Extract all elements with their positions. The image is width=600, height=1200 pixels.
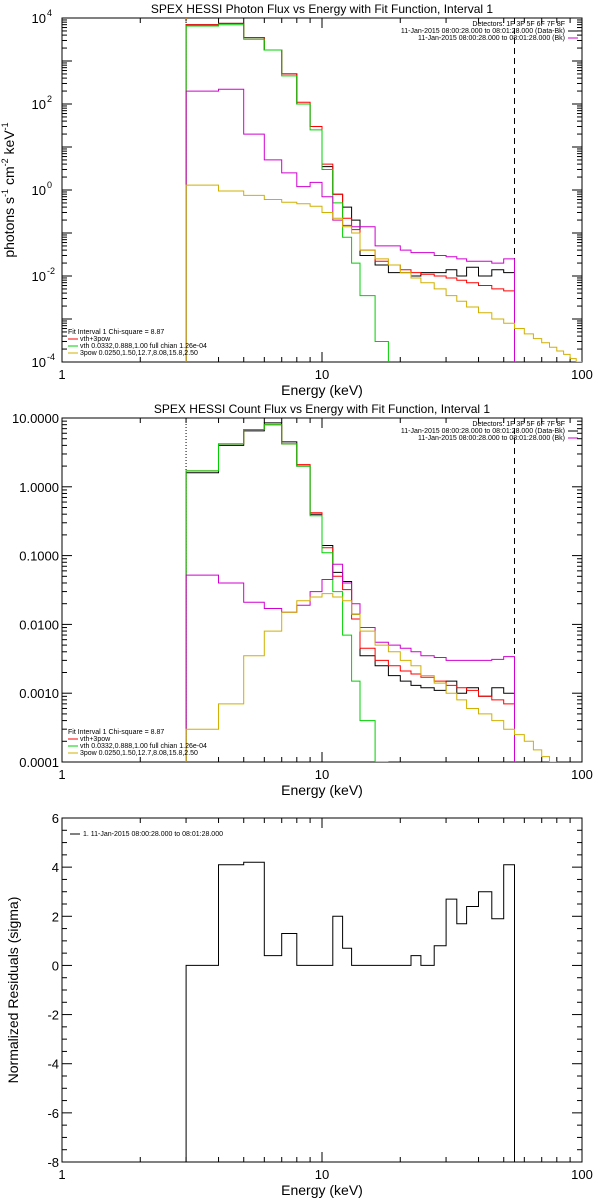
y-tick-label: 10 4 — [32, 8, 52, 26]
legend-bottom-entry: 3pow 0.0250,1.50,12.7,8.08,15.8,2.50 — [80, 350, 198, 357]
panel-3: 1 10 100 -8 -6 -4 -2 0 2 4 6 Energy (keV) Normalized… — [5, 811, 593, 1198]
legend-top-entry: Detectors: 1F 3F 5F 6F 7F 8F — [472, 21, 565, 28]
legend-entry: 1. 11-Jan-2015 08:00:28.000 to 08:01:28.… — [83, 831, 223, 838]
y-tick-exponent: 0 — [47, 180, 52, 190]
y-axis-label-part: photons s — [1, 197, 17, 258]
y-tick-label: -6 — [47, 1106, 59, 1121]
y-tick-label: 0.0001 — [19, 755, 59, 770]
y-axis-label: Normalized Residuals (sigma) — [5, 897, 21, 1084]
y-tick-label: 0.0100 — [19, 617, 59, 632]
legend-bottom-entry: Fit Interval 1 Chi-square = 8.87 — [68, 329, 164, 336]
x-tick-label: 1 — [58, 367, 65, 382]
legend-top-entry: Detectors: 1F 3F 5F 6F 7F 8F — [472, 421, 565, 428]
y-tick-label: -4 — [47, 1057, 59, 1072]
data-area — [185, 861, 515, 1162]
y-tick-label: 0 — [52, 958, 59, 973]
y-tick-base: 10 — [32, 11, 46, 26]
panel-1: SPEX HESSI Photon Flux vs Energy with Fi… — [0, 2, 593, 398]
series-4-line — [185, 593, 557, 762]
y-tick-label: 0.1000 — [19, 549, 59, 564]
series-3-line — [185, 563, 515, 762]
series-3-line — [185, 88, 515, 362]
legend-top-entry: 11-Jan-2015 08:00:28.000 to 08:01:28.000… — [401, 28, 565, 35]
legend-bottom-entry: vth+3pow — [80, 736, 111, 743]
y-tick-label: 4 — [52, 860, 59, 875]
y-tick-exponent: 2 — [47, 94, 52, 104]
chart-title: SPEX HESSI Photon Flux vs Energy with Fi… — [151, 2, 493, 16]
legend-bottom-entry: vth 0.0332,0.888,1.00 full chian 1.26e-0… — [80, 343, 207, 350]
x-tick-label: 1 — [58, 767, 65, 782]
legend-top-entry: 11-Jan-2015 08:00:28.000 to 08:01:28.000… — [401, 428, 565, 435]
series-1-line — [185, 22, 515, 362]
y-tick-exponent: -4 — [47, 352, 55, 362]
legend-bottom-entry: 3pow 0.0250,1.50,12.7,8.08,15.8,2.50 — [80, 750, 198, 757]
y-axis-label-sup: -1 — [0, 122, 10, 130]
y-tick-label: 1.0000 — [19, 480, 59, 495]
legend-bottom-entry: Fit Interval 1 Chi-square = 8.87 — [68, 729, 164, 736]
y-tick-label: 10.0000 — [12, 411, 59, 426]
y-tick-base: 10 — [32, 355, 46, 370]
x-tick-label: 100 — [571, 1167, 593, 1182]
y-tick-label: -2 — [47, 1008, 59, 1023]
x-axis-label: Energy (keV) — [281, 1182, 363, 1198]
series-2-line — [185, 424, 389, 762]
y-axis-label-sup: -1 — [0, 189, 10, 197]
panel-2: SPEX HESSI Count Flux vs Energy with Fit… — [12, 402, 593, 798]
y-tick-label: 6 — [52, 811, 59, 826]
y-axis-label-part: keV — [1, 130, 17, 159]
series-1-line — [185, 424, 515, 762]
data-area — [185, 18, 582, 362]
y-tick-label: 10 -2 — [32, 266, 55, 284]
y-tick-label: -8 — [47, 1155, 59, 1170]
legend-top-entry: 11-Jan-2015 08:00:28.000 to 08:01:28.000… — [418, 35, 565, 42]
series-0-line — [185, 422, 515, 762]
y-tick-base: 10 — [32, 97, 46, 112]
y-tick-exponent: 4 — [47, 8, 52, 18]
x-tick-label: 1 — [58, 1167, 65, 1182]
y-tick-base: 10 — [32, 183, 46, 198]
series-0-line — [185, 861, 515, 1162]
legend-top-entry: 11-Jan-2015 08:00:28.000 to 08:01:28.000… — [418, 435, 565, 442]
y-tick-label: 10 -4 — [32, 352, 55, 370]
legend-bottom-entry: vth+3pow — [80, 336, 111, 343]
x-axis-label: Energy (keV) — [281, 782, 363, 798]
legend-bottom-entry: vth 0.0332,0.888,1.00 full chian 1.26e-0… — [80, 743, 207, 750]
y-axis-label-sup: -2 — [0, 158, 10, 166]
series-4-line — [185, 184, 582, 362]
y-tick-label: 2 — [52, 909, 59, 924]
y-tick-label: 10 2 — [32, 94, 52, 112]
x-tick-label: 10 — [315, 1167, 329, 1182]
x-tick-label: 10 — [315, 367, 329, 382]
y-tick-label: 10 0 — [32, 180, 52, 198]
x-tick-label: 100 — [571, 367, 593, 382]
x-tick-label: 10 — [315, 767, 329, 782]
y-axis-label: photons s-1 cm-2 keV-1 — [0, 122, 17, 257]
x-axis-label: Energy (keV) — [281, 382, 363, 398]
series-0-line — [185, 22, 515, 362]
data-area — [185, 418, 557, 762]
x-tick-label: 100 — [571, 767, 593, 782]
y-axis-label-part: cm — [1, 166, 17, 189]
y-tick-base: 10 — [32, 269, 46, 284]
series-2-line — [185, 24, 389, 362]
chart-title: SPEX HESSI Count Flux vs Energy with Fit… — [154, 402, 490, 416]
y-tick-label: 0.0010 — [19, 686, 59, 701]
y-tick-exponent: -2 — [47, 266, 55, 276]
